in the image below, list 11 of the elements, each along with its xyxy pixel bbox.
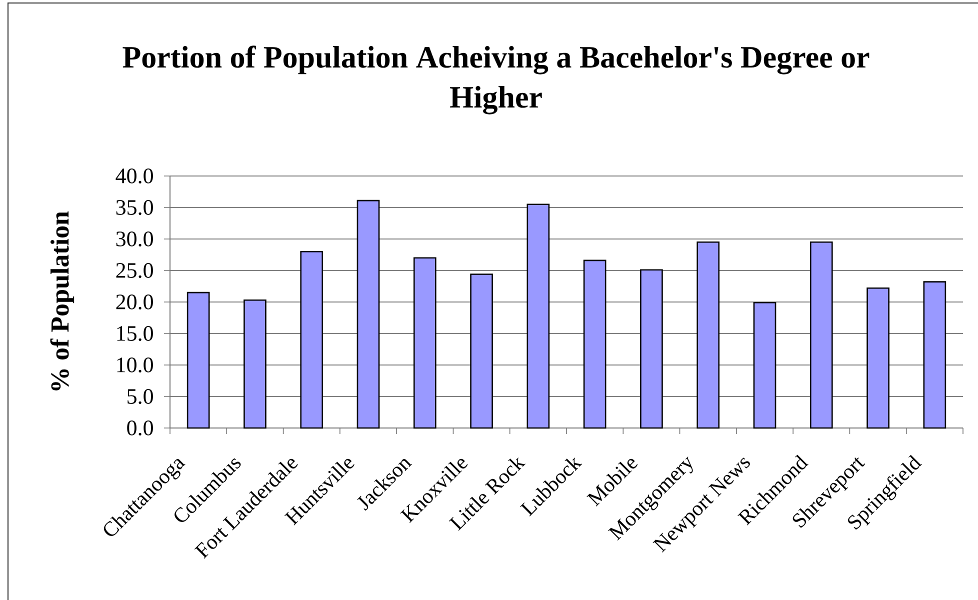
y-tick-label: 40.0: [116, 168, 153, 184]
y-tick-label: 30.0: [116, 232, 153, 246]
y-tick-label: 35.0: [116, 200, 153, 215]
y-tick-label: 20.0: [116, 294, 153, 310]
y-tick-label: 5.0: [128, 389, 153, 404]
y-tick-label: 10.0: [117, 358, 153, 372]
y-tick-label: 25.0: [116, 263, 153, 278]
y-tick-label: 15.0: [117, 326, 153, 341]
chart-title: Portion of Population Acheiving a Bacehelor's Degree or Higher: [122, 46, 870, 114]
y-tick-label: 0.0: [127, 420, 153, 436]
y-axis-title: % of Population: [50, 211, 74, 390]
